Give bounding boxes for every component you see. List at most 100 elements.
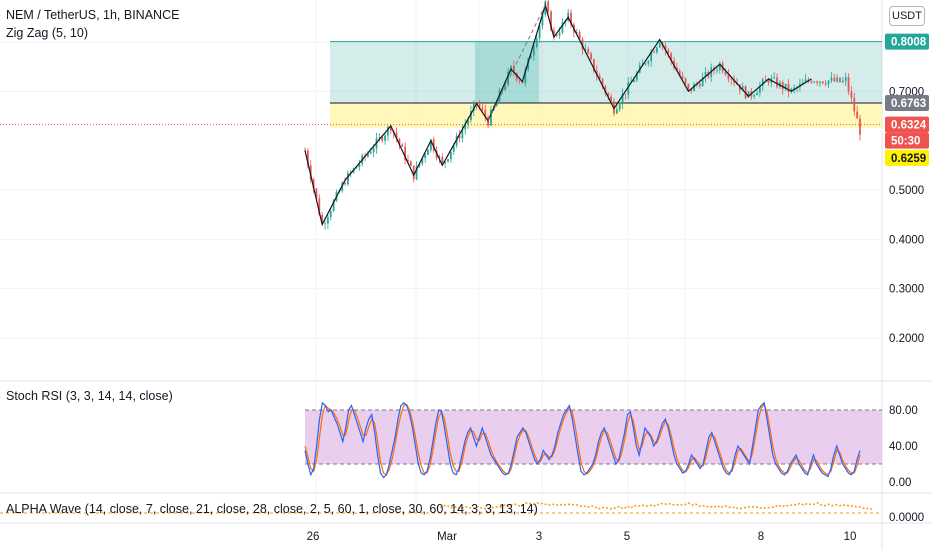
rsi-band (305, 410, 882, 464)
candle-body (813, 81, 816, 83)
candle-body (658, 43, 661, 48)
candle-body (450, 151, 452, 160)
candle-body (306, 150, 309, 166)
candle-body (444, 161, 447, 164)
candle-body (784, 83, 787, 90)
candle-body (801, 82, 804, 84)
candle-body (358, 164, 361, 168)
candle-body (790, 88, 793, 92)
candle-body (458, 135, 461, 139)
candle-body (607, 93, 610, 97)
candle-body (524, 69, 527, 84)
zigzag-line (304, 2, 812, 227)
candle-body (701, 77, 704, 87)
candle-body (555, 34, 558, 36)
candle-body (824, 83, 827, 85)
candle-body (716, 69, 718, 71)
candle-body (627, 82, 630, 95)
time-axis-label: Mar (437, 531, 457, 543)
price-tick-label: 0.5000 (889, 185, 924, 197)
candle-body (687, 83, 690, 89)
candle-body (678, 71, 681, 76)
candle-body (538, 25, 541, 39)
candle-body (781, 82, 784, 90)
candle-body (507, 71, 510, 85)
zigzag-legend[interactable]: Zig Zag (5, 10) (6, 26, 88, 40)
candle-body (650, 52, 653, 62)
candle-body (670, 53, 673, 61)
candle-body (481, 107, 484, 110)
candle-body (698, 83, 701, 87)
candle-body (467, 119, 469, 125)
candle-body (372, 148, 375, 153)
candle-body (558, 32, 561, 36)
candle-body (541, 14, 544, 26)
candle-body (387, 126, 389, 136)
candle-body (681, 75, 684, 79)
candle-body (584, 49, 587, 50)
candle-body (635, 72, 638, 81)
candle-body (724, 71, 727, 75)
alpha-wave-legend[interactable]: ALPHA Wave (14, close, 7, close, 21, clo… (6, 502, 538, 516)
candle-body (347, 172, 349, 185)
candle-body (704, 71, 707, 78)
candle-body (756, 92, 758, 96)
candle-body (773, 77, 776, 79)
candle-body (853, 97, 856, 112)
candle-body (484, 109, 487, 118)
candle-body (816, 81, 818, 83)
candle-body (836, 77, 839, 82)
candle-body (452, 145, 455, 152)
candle-body (332, 200, 335, 211)
candle-body (850, 91, 853, 98)
candle-body (561, 22, 564, 33)
time-axis-label: 3 (536, 531, 542, 543)
candle-body (495, 101, 498, 107)
candle-body (315, 188, 318, 199)
candle-body (544, 1, 547, 15)
candle-body (344, 182, 346, 185)
stoch-rsi-legend[interactable]: Stoch RSI (3, 3, 14, 14, close) (6, 389, 173, 403)
time-axis-label: 5 (624, 531, 630, 543)
candle-body (470, 111, 472, 120)
candle-body (593, 59, 595, 72)
price-badge-bg (885, 95, 929, 112)
candle-body (839, 77, 841, 83)
candle-body (581, 39, 584, 50)
candle-body (753, 95, 756, 97)
candle-body (575, 32, 578, 33)
candle-body (424, 154, 427, 159)
candle-body (415, 166, 418, 180)
candle-body (819, 81, 821, 83)
candle-body (718, 63, 721, 70)
candle-body (590, 53, 592, 60)
candle-body (530, 55, 532, 59)
candle-body (378, 136, 381, 139)
candle-body (841, 80, 844, 83)
price-badge: 0.8008 (891, 37, 927, 49)
candle-body (395, 132, 398, 139)
candle-body (324, 223, 326, 225)
candle-body (355, 167, 358, 169)
candle-body (693, 84, 695, 91)
candle-body (601, 78, 604, 87)
candle-body (441, 156, 444, 164)
candle-body (532, 46, 535, 56)
candle-body (827, 80, 830, 85)
candle-body (804, 79, 807, 83)
candle-body (438, 156, 441, 158)
currency-button[interactable]: USDT (889, 6, 925, 26)
price-badge-bg (885, 132, 929, 149)
candle-body (847, 77, 850, 92)
candle-body (653, 52, 655, 53)
price-badge-bg (885, 149, 929, 166)
candle-body (667, 50, 670, 54)
candle-body (550, 11, 552, 31)
candle-body (761, 79, 764, 86)
candle-body (844, 77, 847, 81)
candle-body (664, 45, 667, 51)
candle-body (821, 81, 824, 84)
stoch-d-line (304, 403, 861, 476)
candle-body (810, 81, 813, 83)
